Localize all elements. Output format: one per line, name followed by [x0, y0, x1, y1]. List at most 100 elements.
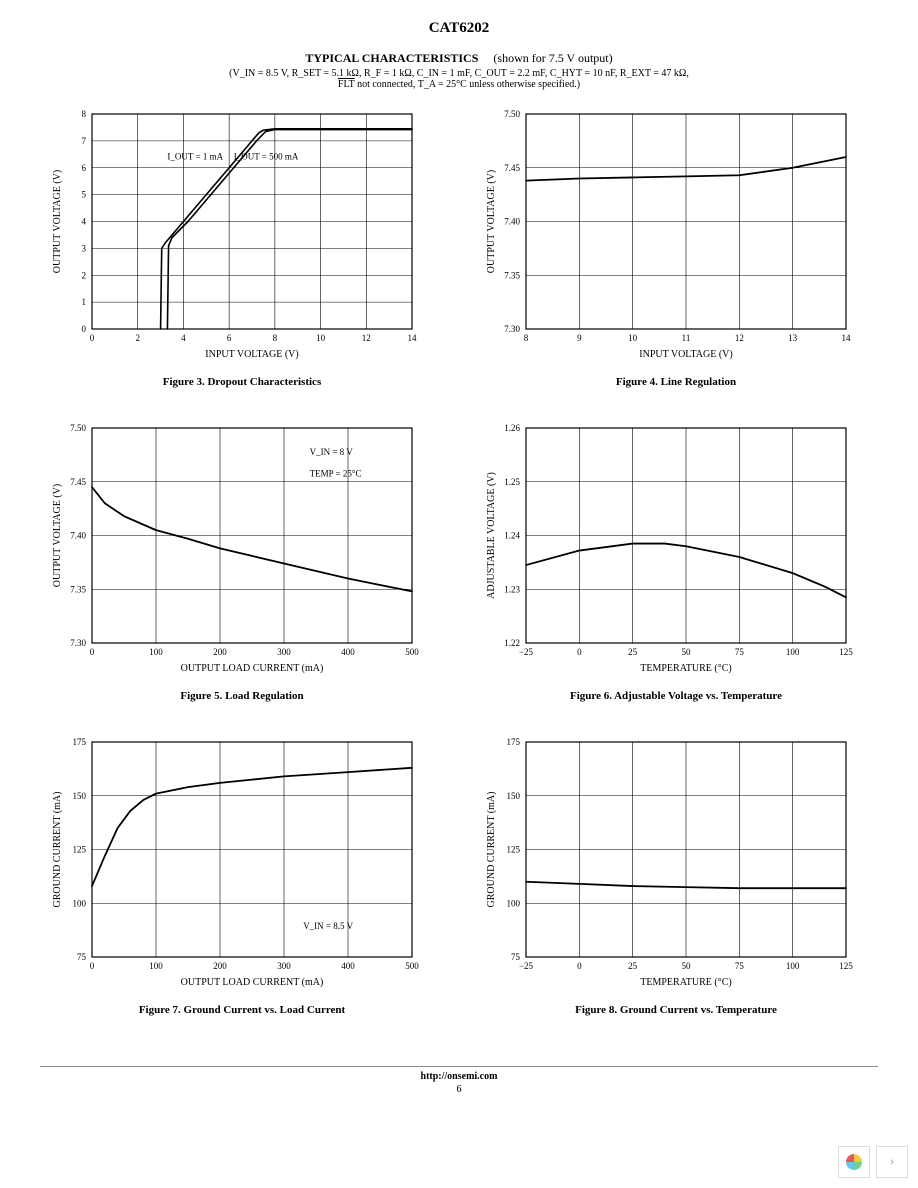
svg-text:7.45: 7.45 [504, 163, 520, 173]
flt-overline: FLT [338, 79, 355, 90]
svg-text:0: 0 [90, 333, 95, 343]
part-number: CAT6202 [40, 20, 878, 37]
svg-text:7.45: 7.45 [70, 477, 86, 487]
svg-text:12: 12 [735, 333, 744, 343]
svg-text:75: 75 [511, 952, 521, 962]
fig3-svg: 02468101214012345678INPUT VOLTAGE (V)OUT… [42, 104, 442, 364]
svg-text:100: 100 [786, 961, 800, 971]
fig8-svg: −25025507510012575100125150175TEMPERATUR… [476, 732, 876, 992]
svg-text:TEMPERATURE (°C): TEMPERATURE (°C) [640, 977, 732, 988]
conditions-line-2-suffix: not connected, T_A = 25°C unless otherwi… [355, 79, 581, 90]
svg-text:GROUND CURRENT (mA): GROUND CURRENT (mA) [486, 792, 497, 908]
svg-text:7.30: 7.30 [504, 324, 520, 334]
chevron-right-icon[interactable]: › [876, 1146, 908, 1178]
section-title: TYPICAL CHARACTERISTICS (shown for 7.5 V… [40, 51, 878, 66]
charts-grid: 02468101214012345678INPUT VOLTAGE (V)OUT… [40, 104, 878, 1016]
svg-text:ADJUSTABLE VOLTAGE (V): ADJUSTABLE VOLTAGE (V) [486, 472, 497, 599]
svg-text:10: 10 [628, 333, 638, 343]
fig4-caption: Figure 4. Line Regulation [474, 376, 878, 388]
svg-text:7.40: 7.40 [70, 531, 86, 541]
svg-text:175: 175 [73, 737, 87, 747]
svg-text:500: 500 [405, 647, 419, 657]
svg-text:75: 75 [735, 647, 745, 657]
svg-text:14: 14 [408, 333, 418, 343]
fig7-caption: Figure 7. Ground Current vs. Load Curren… [40, 1004, 444, 1016]
svg-text:7.35: 7.35 [70, 584, 86, 594]
svg-text:400: 400 [341, 961, 355, 971]
svg-text:100: 100 [73, 898, 87, 908]
fig5-caption: Figure 5. Load Regulation [40, 690, 444, 702]
svg-text:TEMP = 25°C: TEMP = 25°C [310, 468, 362, 478]
svg-text:14: 14 [842, 333, 852, 343]
svg-text:1.26: 1.26 [504, 423, 520, 433]
svg-text:200: 200 [213, 961, 227, 971]
fig6-svg: −2502550751001251.221.231.241.251.26TEMP… [476, 418, 876, 678]
fig6: −2502550751001251.221.231.241.251.26TEMP… [474, 418, 878, 702]
svg-text:8: 8 [273, 333, 278, 343]
svg-text:OUTPUT VOLTAGE (V): OUTPUT VOLTAGE (V) [486, 170, 497, 273]
svg-text:7.30: 7.30 [70, 638, 86, 648]
svg-text:11: 11 [682, 333, 691, 343]
svg-text:V_IN = 8.5 V: V_IN = 8.5 V [303, 921, 353, 931]
svg-text:0: 0 [90, 647, 95, 657]
svg-text:25: 25 [628, 961, 638, 971]
svg-text:6: 6 [82, 163, 87, 173]
svg-text:13: 13 [788, 333, 798, 343]
svg-text:400: 400 [341, 647, 355, 657]
svg-text:7.40: 7.40 [504, 217, 520, 227]
fig7-svg: 010020030040050075100125150175OUTPUT LOA… [42, 732, 442, 992]
svg-text:3: 3 [82, 243, 87, 253]
svg-text:300: 300 [277, 961, 291, 971]
svg-text:GROUND CURRENT (mA): GROUND CURRENT (mA) [52, 792, 63, 908]
svg-text:75: 75 [735, 961, 745, 971]
svg-text:200: 200 [213, 647, 227, 657]
svg-text:500: 500 [405, 961, 419, 971]
page-number: 6 [40, 1084, 878, 1095]
svg-text:7.35: 7.35 [504, 270, 520, 280]
svg-text:175: 175 [507, 737, 521, 747]
svg-text:125: 125 [839, 961, 853, 971]
fig5: 01002003004005007.307.357.407.457.50OUTP… [40, 418, 444, 702]
svg-text:150: 150 [507, 791, 521, 801]
svg-text:0: 0 [577, 647, 582, 657]
page: CAT6202 TYPICAL CHARACTERISTICS (shown f… [40, 20, 878, 1095]
pinwheel-icon[interactable] [838, 1146, 870, 1178]
conditions-line-2: FLT not connected, T_A = 25°C unless oth… [40, 79, 878, 90]
fig6-caption: Figure 6. Adjustable Voltage vs. Tempera… [474, 690, 878, 702]
fig3-caption: Figure 3. Dropout Characteristics [40, 376, 444, 388]
fig4: 8910111213147.307.357.407.457.50INPUT VO… [474, 104, 878, 388]
fig7: 010020030040050075100125150175OUTPUT LOA… [40, 732, 444, 1016]
svg-text:8: 8 [524, 333, 529, 343]
svg-text:300: 300 [277, 647, 291, 657]
svg-text:50: 50 [682, 647, 692, 657]
svg-text:0: 0 [577, 961, 582, 971]
svg-text:125: 125 [73, 845, 87, 855]
svg-text:I_OUT = 500 mA: I_OUT = 500 mA [234, 152, 299, 162]
svg-text:TEMPERATURE (°C): TEMPERATURE (°C) [640, 663, 732, 674]
svg-text:10: 10 [316, 333, 326, 343]
svg-text:5: 5 [82, 190, 87, 200]
svg-text:75: 75 [77, 952, 87, 962]
svg-text:2: 2 [135, 333, 140, 343]
svg-text:−25: −25 [519, 961, 534, 971]
svg-text:125: 125 [507, 845, 521, 855]
svg-text:125: 125 [839, 647, 853, 657]
svg-text:1.25: 1.25 [504, 477, 520, 487]
fig5-svg: 01002003004005007.307.357.407.457.50OUTP… [42, 418, 442, 678]
svg-text:1.22: 1.22 [504, 638, 520, 648]
svg-text:8: 8 [82, 109, 87, 119]
svg-text:1.24: 1.24 [504, 531, 520, 541]
svg-text:1: 1 [82, 297, 87, 307]
svg-text:25: 25 [628, 647, 638, 657]
fig8-caption: Figure 8. Ground Current vs. Temperature [474, 1004, 878, 1016]
svg-text:V_IN = 8 V: V_IN = 8 V [310, 447, 354, 457]
footer-url: http://onsemi.com [40, 1066, 878, 1082]
svg-text:9: 9 [577, 333, 582, 343]
svg-text:100: 100 [149, 961, 163, 971]
svg-text:100: 100 [507, 898, 521, 908]
svg-text:100: 100 [149, 647, 163, 657]
svg-text:INPUT VOLTAGE (V): INPUT VOLTAGE (V) [639, 349, 732, 360]
svg-text:4: 4 [181, 333, 186, 343]
fig8: −25025507510012575100125150175TEMPERATUR… [474, 732, 878, 1016]
svg-text:1.23: 1.23 [504, 584, 520, 594]
